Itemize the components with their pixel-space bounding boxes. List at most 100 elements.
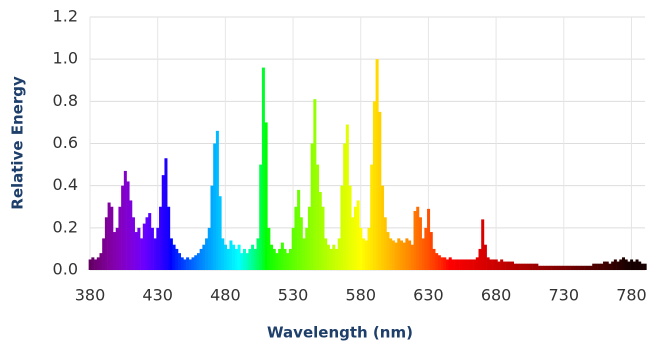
bar: [343, 143, 347, 270]
bar: [175, 248, 179, 270]
bar: [592, 263, 596, 270]
bar: [161, 175, 165, 270]
bar: [335, 248, 339, 270]
x-tick-label: 530: [278, 286, 309, 305]
bar: [224, 244, 228, 270]
bar: [456, 259, 460, 270]
bar: [570, 265, 574, 270]
bar: [194, 255, 198, 270]
bar: [611, 261, 615, 270]
bar: [421, 238, 425, 270]
bar: [383, 217, 387, 270]
bar: [527, 263, 531, 270]
bar: [96, 257, 100, 270]
x-tick-label: 630: [413, 286, 444, 305]
bar: [532, 263, 536, 270]
bar: [264, 122, 268, 271]
bar: [597, 263, 601, 270]
bar: [102, 238, 106, 270]
bar: [253, 248, 257, 270]
bar: [640, 263, 644, 270]
bar: [177, 253, 181, 270]
bar: [554, 265, 558, 270]
bar: [473, 259, 477, 270]
bar: [240, 253, 244, 270]
bar: [156, 227, 160, 270]
bar: [91, 257, 95, 270]
bar: [502, 261, 506, 270]
bar: [337, 238, 341, 270]
y-tick-label: 1.2: [53, 7, 78, 26]
bar: [627, 261, 631, 270]
bar: [492, 259, 496, 270]
bar: [107, 202, 111, 270]
bar: [278, 248, 282, 270]
bar: [529, 263, 533, 270]
bar: [586, 265, 590, 270]
bar: [110, 206, 114, 270]
bar: [172, 244, 176, 270]
bar: [305, 227, 309, 270]
bar: [218, 196, 222, 270]
bar: [494, 259, 498, 270]
bar: [310, 143, 314, 270]
bar: [578, 265, 582, 270]
bar: [183, 259, 187, 270]
y-tick-label: 1.0: [53, 49, 78, 68]
bar: [316, 164, 320, 270]
bar: [624, 259, 628, 270]
x-tick-label: 480: [210, 286, 241, 305]
bar: [616, 261, 620, 270]
bar: [567, 265, 571, 270]
bar: [378, 111, 382, 270]
bar: [256, 238, 260, 270]
bar: [251, 244, 255, 270]
bar: [416, 206, 420, 270]
bar: [524, 263, 528, 270]
bar: [397, 238, 401, 270]
bar: [294, 206, 298, 270]
x-tick-label: 780: [616, 286, 647, 305]
bar: [521, 263, 525, 270]
bar: [324, 238, 328, 270]
bar: [573, 265, 577, 270]
bar: [462, 259, 466, 270]
bar: [413, 210, 417, 270]
bar: [505, 261, 509, 270]
bar: [267, 227, 271, 270]
bar: [443, 257, 447, 270]
bar: [186, 257, 190, 270]
bar: [470, 259, 474, 270]
bar: [562, 265, 566, 270]
bar: [205, 238, 209, 270]
bar: [180, 257, 184, 270]
bar: [538, 265, 542, 270]
x-tick-label: 430: [142, 286, 173, 305]
bar: [248, 248, 252, 270]
bar: [389, 238, 393, 270]
bar: [381, 185, 385, 270]
bar: [497, 261, 501, 270]
bar: [475, 257, 479, 270]
bar: [353, 206, 357, 270]
bar: [226, 248, 230, 270]
bar: [153, 238, 157, 270]
bar: [551, 265, 555, 270]
bar: [432, 248, 436, 270]
bar: [464, 259, 468, 270]
x-tick-label: 730: [549, 286, 580, 305]
bar: [99, 253, 103, 270]
y-tick-label: 0.6: [53, 133, 78, 152]
bar: [291, 227, 295, 270]
bar: [270, 244, 274, 270]
bar: [245, 253, 249, 270]
bar: [210, 185, 214, 270]
bar: [351, 217, 355, 270]
bar: [104, 217, 108, 270]
bar: [516, 263, 520, 270]
bar: [535, 263, 539, 270]
bar: [137, 227, 141, 270]
bar: [581, 265, 585, 270]
bar: [362, 238, 366, 270]
